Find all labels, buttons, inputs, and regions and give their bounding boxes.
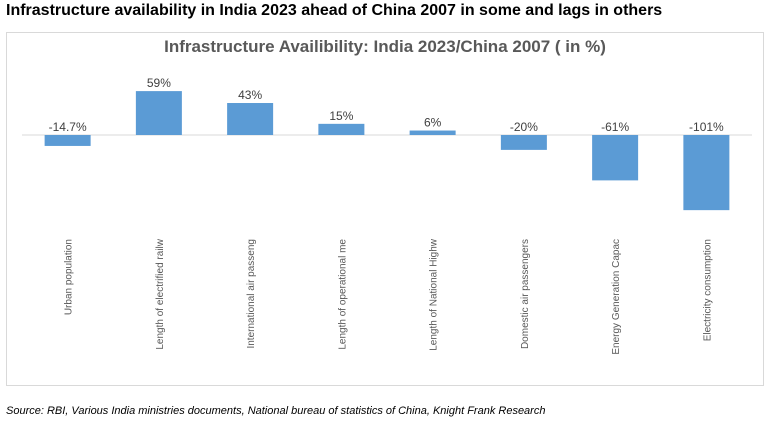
bar-4 — [409, 130, 456, 135]
page-heading: Infrastructure availability in India 202… — [6, 2, 663, 19]
category-label-2: International air passeng — [246, 239, 257, 349]
chart-frame: Infrastructure Availibility: India 2023/… — [6, 32, 764, 386]
chart-title: Infrastructure Availibility: India 2023/… — [164, 37, 606, 56]
data-label-6: -61% — [601, 120, 629, 134]
data-label-7: -101% — [689, 120, 724, 134]
category-label-7: Electricity consumption — [702, 239, 713, 341]
bar-chart: -14.7% Urban population 59% Length of elect… — [22, 76, 752, 355]
bar-3 — [318, 123, 365, 135]
source-note: Source: RBI, Various India ministries do… — [6, 405, 546, 417]
data-label-0: -14.7% — [49, 120, 87, 134]
category-label-0: Urban population — [64, 239, 75, 315]
category-label-5: Domestic air passengers — [520, 239, 531, 349]
category-label-4: Length of National Highw — [429, 238, 440, 351]
bar-2 — [227, 103, 274, 135]
data-label-1: 59% — [147, 76, 171, 90]
bar-6 — [592, 135, 639, 181]
bar-5 — [500, 135, 547, 150]
bar-7 — [683, 135, 730, 211]
data-label-5: -20% — [510, 120, 538, 134]
category-label-6: Energy Generation Capac — [611, 239, 622, 355]
category-label-1: Length of electrified railw — [155, 238, 166, 349]
data-label-2: 43% — [238, 88, 262, 102]
data-label-3: 15% — [329, 109, 353, 123]
bar-1 — [135, 91, 182, 135]
bar-0 — [44, 135, 91, 146]
data-label-4: 6% — [424, 116, 442, 130]
category-label-3: Length of operational me — [337, 239, 348, 350]
